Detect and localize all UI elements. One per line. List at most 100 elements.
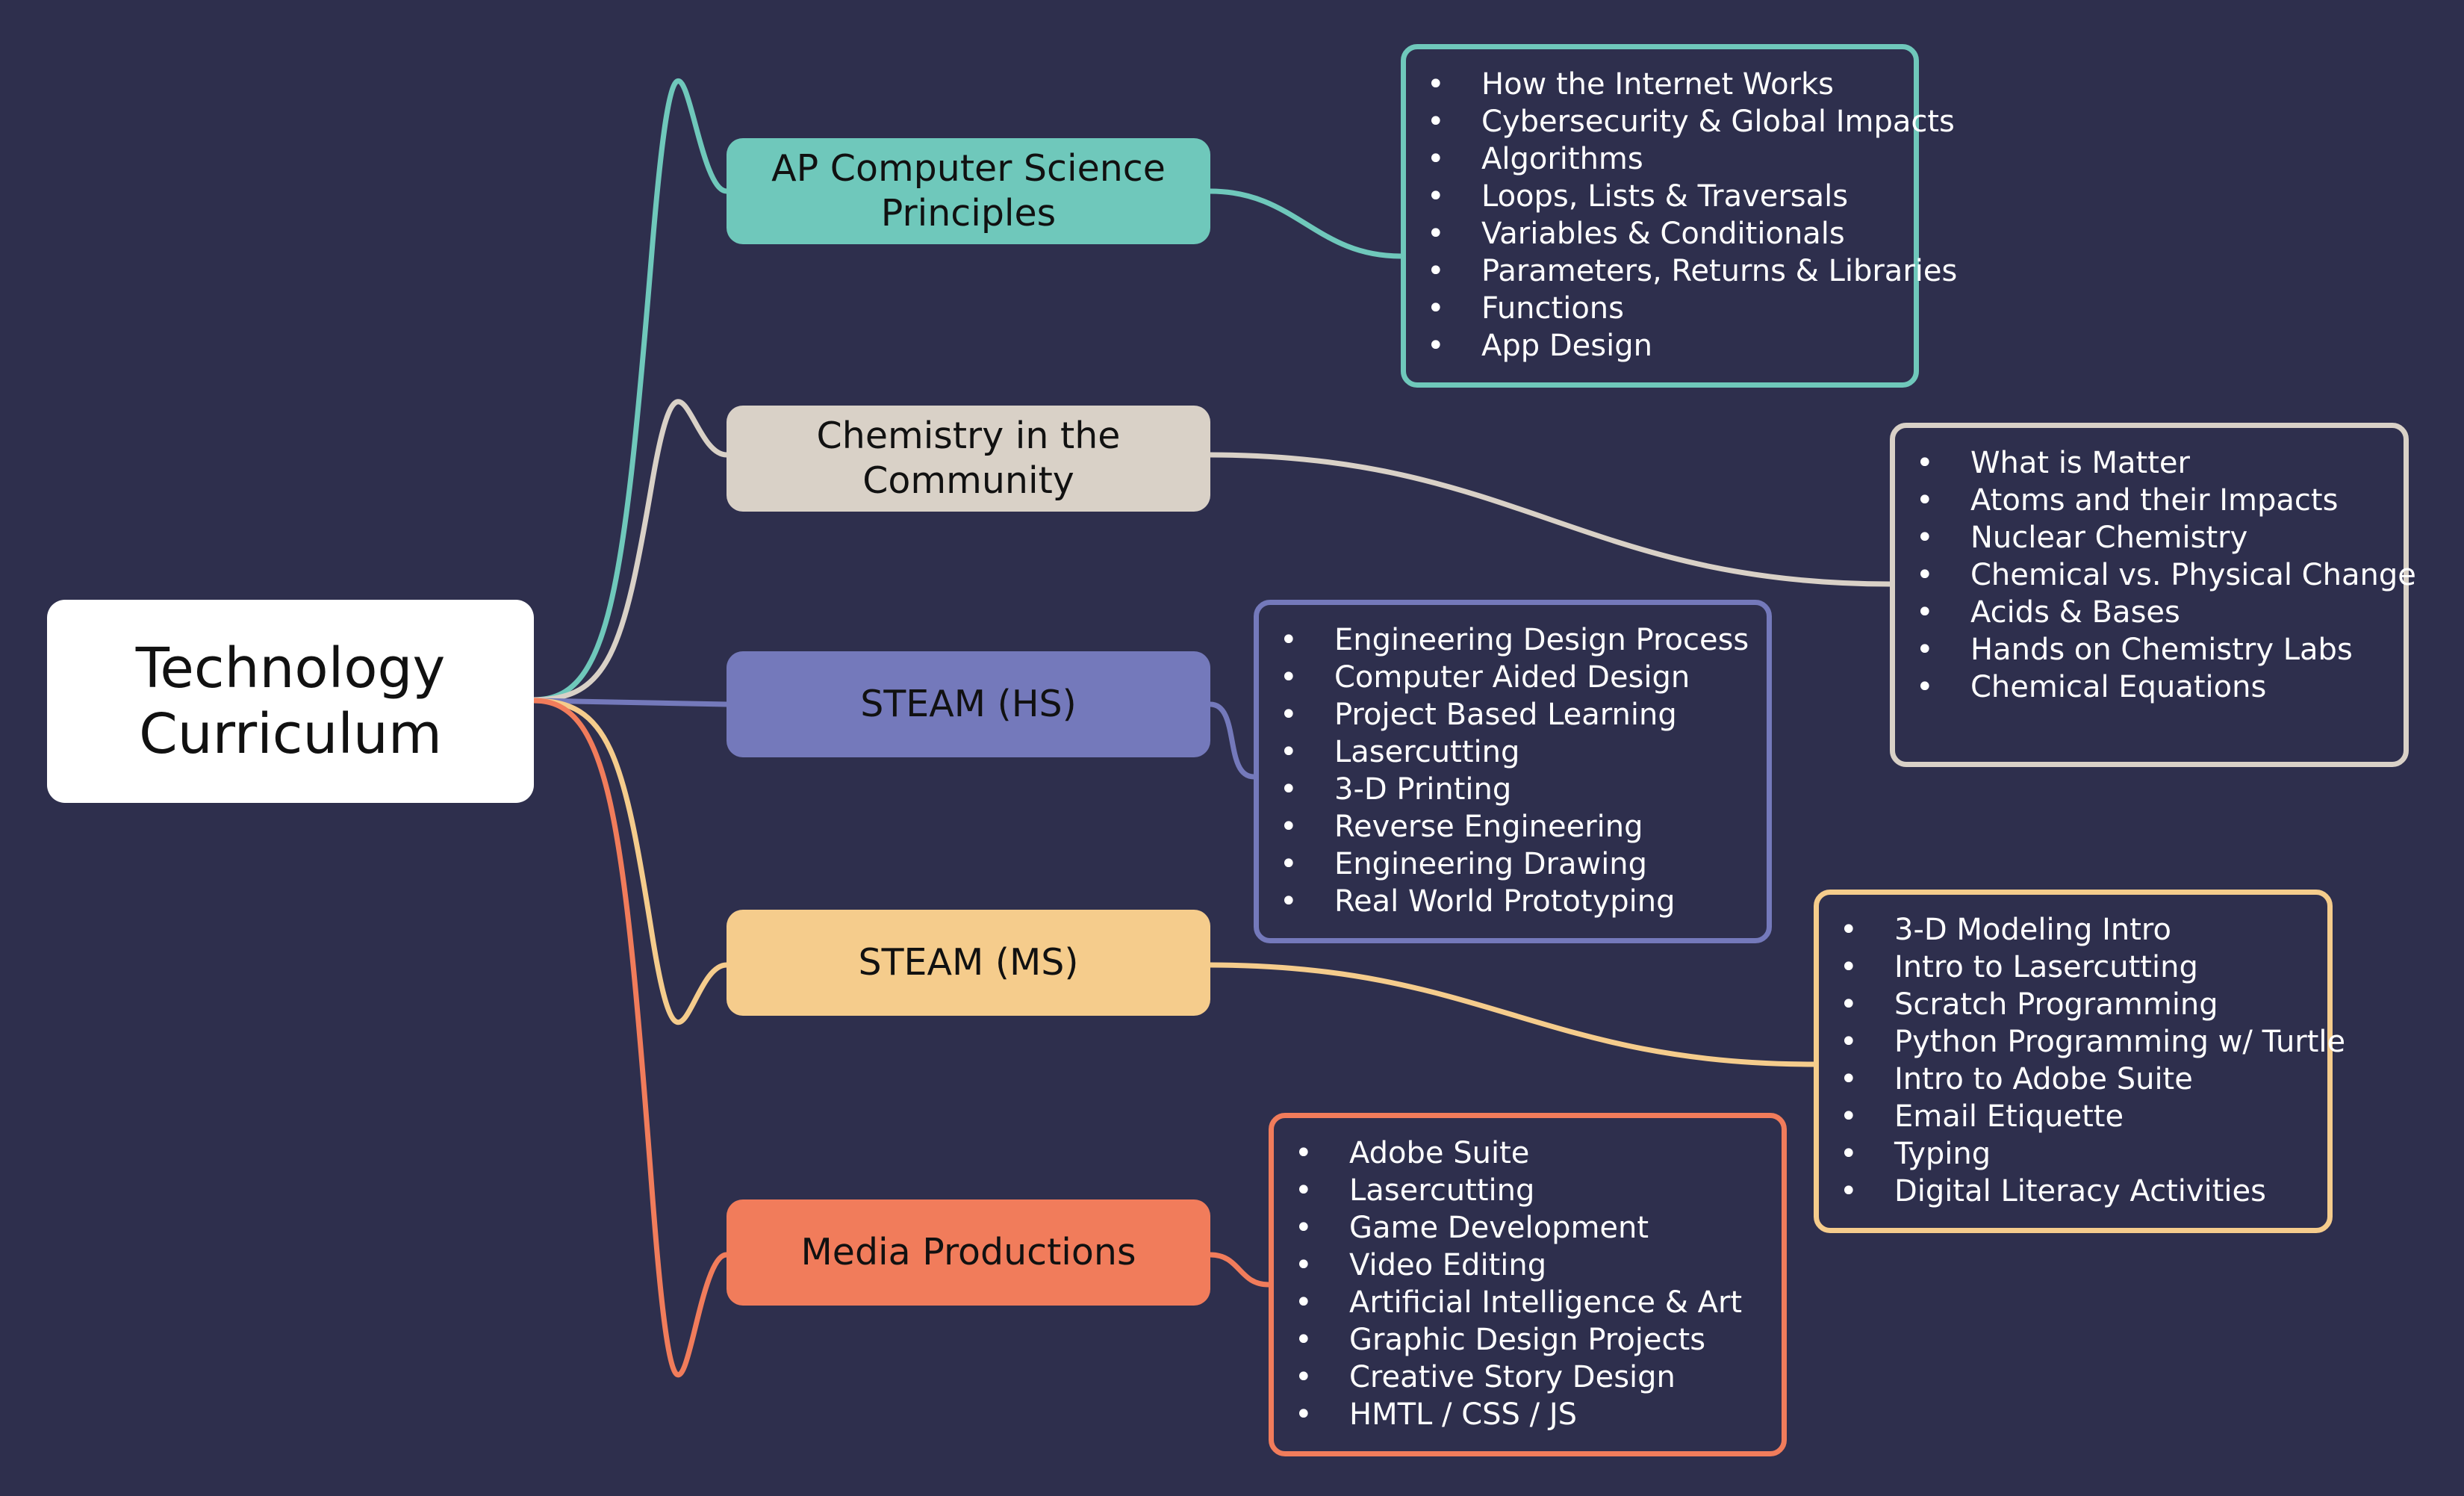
bullet-icon: •	[1916, 521, 1934, 555]
topic-text: Engineering Design Process	[1334, 623, 1749, 657]
topic-item-apcsp-6: • Parameters, Returns & Libraries	[1422, 252, 1957, 290]
topic-item-chem-6: • Hands on Chemistry Labs	[1911, 631, 2395, 668]
topic-text: Acids & Bases	[1970, 595, 2180, 630]
topic-item-apcsp-8: • App Design	[1422, 327, 1905, 364]
bullet-icon: •	[1840, 1062, 1858, 1096]
bullet-icon: •	[1295, 1248, 1313, 1282]
topic-item-steamms-7: • Typing	[1835, 1135, 2318, 1173]
bullet-icon: •	[1916, 483, 1934, 518]
topic-item-chem-3: • Nuclear Chemistry	[1911, 519, 2395, 556]
topic-text: Email Etiquette	[1894, 1099, 2124, 1134]
branch-node-steam-hs[interactable]: STEAM (HS)	[727, 651, 1210, 757]
topic-text: What is Matter	[1970, 446, 2190, 480]
topic-text: Real World Prototyping	[1334, 884, 1676, 919]
bullet-icon: •	[1280, 660, 1298, 695]
branch-node-media-productions[interactable]: Media Productions	[727, 1199, 1210, 1306]
bullet-icon: •	[1427, 105, 1445, 139]
connector-apcsp-to-topics	[1207, 188, 1404, 259]
topic-list-steamms: • 3-D Modeling Intro • Intro to Lasercuttin…	[1814, 890, 2345, 1233]
topic-item-chem-7: • Chemical Equations	[1911, 668, 2395, 706]
topic-text: How the Internet Works	[1481, 67, 1835, 102]
bullet-icon: •	[1295, 1173, 1313, 1208]
branch-node-chemistry-in-the-community[interactable]: Chemistry in the Community	[727, 406, 1210, 512]
topic-text: Algorithms	[1481, 142, 1643, 176]
topic-text: Functions	[1481, 291, 1624, 326]
topic-item-media-5: • Artificial Intelligence & Art	[1290, 1284, 1773, 1321]
topic-item-steamms-3: • Scratch Programming	[1835, 986, 2318, 1023]
topic-text: Computer Aided Design	[1334, 660, 1690, 695]
topic-item-media-8: • HMTL / CSS / JS	[1290, 1396, 1773, 1433]
topic-item-steamhs-3: • Project Based Learning	[1275, 696, 1758, 733]
branch-label-apcsp: AP Computer Science Principles	[771, 147, 1166, 235]
connector-root-to-media	[531, 698, 729, 1378]
topic-item-steamms-5: • Intro to Adobe Suite	[1835, 1061, 2318, 1098]
bullet-icon: •	[1427, 67, 1445, 102]
topic-item-chem-1: • What is Matter	[1911, 444, 2395, 482]
topic-item-steamhs-5: • 3-D Printing	[1275, 771, 1758, 808]
topic-item-apcsp-7: • Functions	[1422, 290, 1905, 327]
topic-text: Typing	[1894, 1137, 1991, 1171]
branch-node-ap-computer-science-principles[interactable]: AP Computer Science Principles	[727, 138, 1210, 244]
topic-text: Project Based Learning	[1334, 698, 1677, 732]
bullet-icon: •	[1840, 913, 1858, 947]
topic-item-steamms-1: • 3-D Modeling Intro	[1835, 911, 2318, 949]
bullet-icon: •	[1295, 1136, 1313, 1170]
connector-root-to-apcsp	[531, 78, 729, 703]
bullet-icon: •	[1280, 623, 1298, 657]
bullet-icon: •	[1295, 1285, 1313, 1320]
branch-label-chem: Chemistry in the Community	[816, 415, 1121, 502]
topic-text: Video Editing	[1349, 1248, 1547, 1282]
bullet-icon: •	[1295, 1323, 1313, 1357]
topic-text: Reverse Engineering	[1334, 810, 1643, 844]
branch-label-steamhs: STEAM (HS)	[860, 683, 1077, 725]
branch-node-steam-ms[interactable]: STEAM (MS)	[727, 910, 1210, 1016]
connector-root-to-chem	[531, 399, 729, 703]
topic-item-media-4: • Video Editing	[1290, 1247, 1773, 1284]
topic-item-apcsp-2: • Cybersecurity & Global Impacts	[1422, 103, 1955, 140]
topic-item-steamms-4: • Python Programming w/ Turtle	[1835, 1023, 2345, 1061]
bullet-icon: •	[1916, 595, 1934, 630]
bullet-icon: •	[1295, 1211, 1313, 1245]
bullet-icon: •	[1295, 1397, 1313, 1432]
topic-text: Graphic Design Projects	[1349, 1323, 1706, 1357]
connector-steamms-to-topics	[1207, 962, 1817, 1067]
branch-label-steamms: STEAM (MS)	[858, 941, 1079, 984]
topic-text: App Design	[1481, 329, 1652, 363]
topic-text: Loops, Lists & Traversals	[1481, 179, 1849, 214]
topic-item-media-6: • Graphic Design Projects	[1290, 1321, 1773, 1359]
bullet-icon: •	[1840, 1174, 1858, 1208]
topic-item-media-2: • Lasercutting	[1290, 1172, 1773, 1209]
topic-text: Intro to Adobe Suite	[1894, 1062, 2193, 1096]
topic-text: 3-D Printing	[1334, 772, 1512, 807]
root-node-technology-curriculum[interactable]: Technology Curriculum	[47, 600, 534, 803]
topic-text: Game Development	[1349, 1211, 1649, 1245]
connector-media-to-topics	[1207, 1252, 1272, 1288]
bullet-icon: •	[1280, 698, 1298, 732]
topic-text: Variables & Conditionals	[1481, 217, 1845, 251]
topic-text: Digital Literacy Activities	[1894, 1174, 2266, 1208]
topic-item-media-1: • Adobe Suite	[1290, 1135, 1773, 1172]
topic-item-apcsp-5: • Variables & Conditionals	[1422, 215, 1905, 252]
bullet-icon: •	[1280, 847, 1298, 881]
root-node-label: Technology Curriculum	[47, 636, 534, 767]
topic-item-apcsp-3: • Algorithms	[1422, 140, 1905, 178]
bullet-icon: •	[1840, 1137, 1858, 1171]
bullet-icon: •	[1916, 446, 1934, 480]
connector-root-to-steamhs	[531, 698, 729, 707]
topic-item-chem-5: • Acids & Bases	[1911, 594, 2395, 631]
topic-text: 3-D Modeling Intro	[1894, 913, 2171, 947]
topic-text: Artificial Intelligence & Art	[1349, 1285, 1743, 1320]
bullet-icon: •	[1280, 772, 1298, 807]
bullet-icon: •	[1916, 633, 1934, 667]
topic-item-apcsp-4: • Loops, Lists & Traversals	[1422, 178, 1905, 215]
bullet-icon: •	[1916, 558, 1934, 592]
topic-item-steamms-6: • Email Etiquette	[1835, 1098, 2318, 1135]
root-node-label-line-1: Technology	[135, 636, 446, 701]
topic-text: Parameters, Returns & Libraries	[1481, 254, 1958, 288]
topic-text: Lasercutting	[1334, 735, 1520, 769]
topic-item-apcsp-1: • How the Internet Works	[1422, 66, 1905, 103]
topic-text: Cybersecurity & Global Impacts	[1481, 105, 1955, 139]
topic-text: Atoms and their Impacts	[1970, 483, 2339, 518]
bullet-icon: •	[1427, 291, 1445, 326]
